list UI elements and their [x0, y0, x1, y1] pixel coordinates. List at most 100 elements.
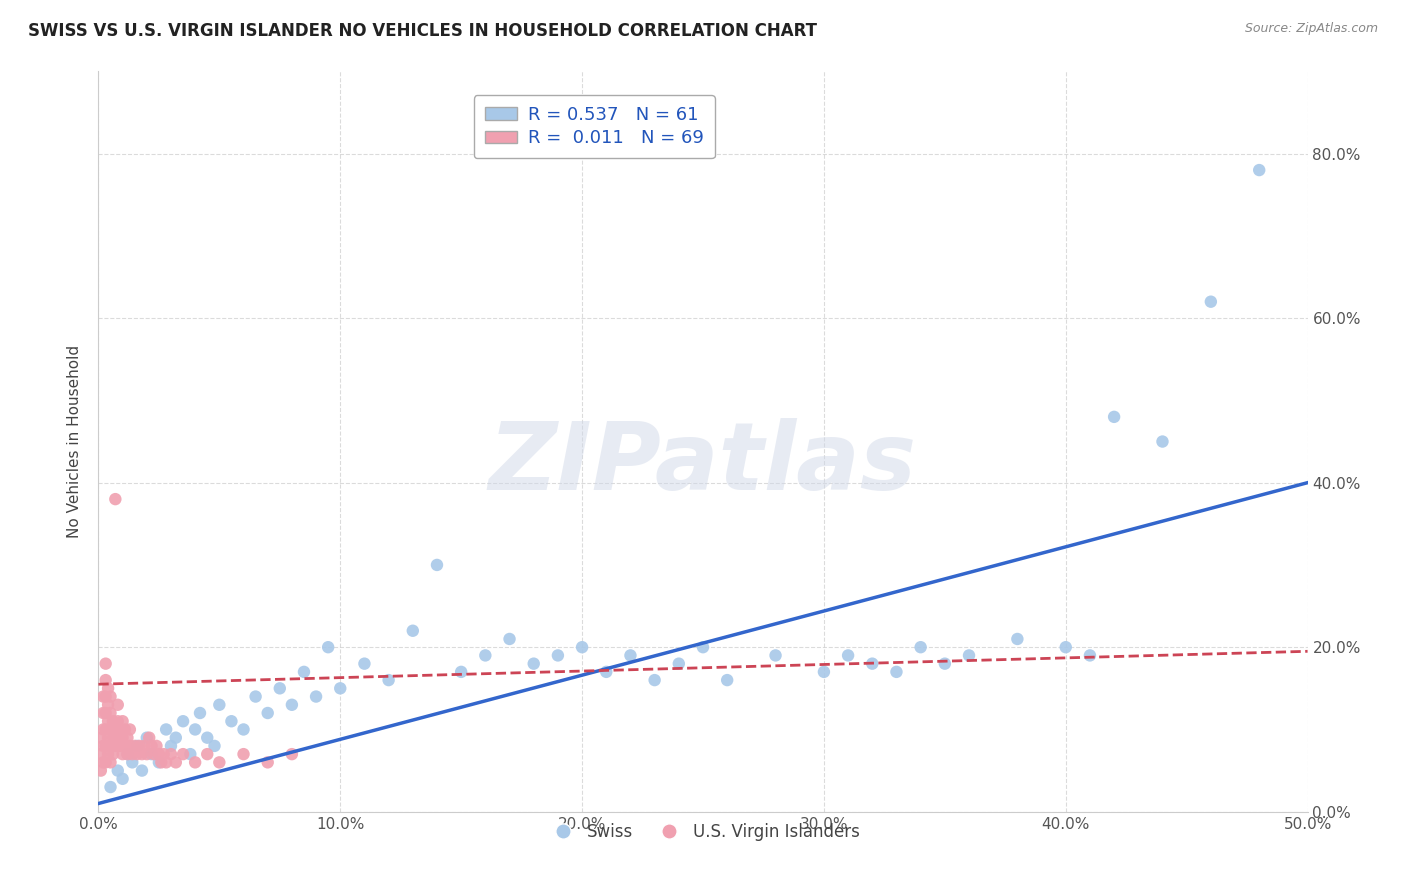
Text: ZIPatlas: ZIPatlas	[489, 417, 917, 509]
Point	[668, 657, 690, 671]
Legend: Swiss, U.S. Virgin Islanders: Swiss, U.S. Virgin Islanders	[540, 816, 866, 847]
Point	[165, 756, 187, 770]
Point	[101, 731, 124, 745]
Point	[107, 698, 129, 712]
Point	[1199, 294, 1222, 309]
Point	[91, 756, 114, 770]
Point	[104, 739, 127, 753]
Point	[957, 648, 980, 663]
Y-axis label: No Vehicles in Household: No Vehicles in Household	[67, 345, 83, 538]
Point	[353, 657, 375, 671]
Point	[114, 723, 136, 737]
Point	[100, 690, 122, 704]
Point	[104, 723, 127, 737]
Point	[716, 673, 738, 687]
Point	[90, 747, 112, 761]
Point	[148, 756, 170, 770]
Point	[860, 657, 883, 671]
Point	[886, 665, 908, 679]
Point	[100, 739, 122, 753]
Point	[100, 706, 122, 720]
Point	[644, 673, 666, 687]
Point	[256, 706, 278, 720]
Point	[104, 492, 127, 507]
Point	[571, 640, 593, 655]
Point	[402, 624, 425, 638]
Point	[111, 714, 134, 729]
Point	[813, 665, 835, 679]
Point	[141, 739, 163, 753]
Point	[1249, 163, 1271, 178]
Point	[316, 640, 339, 655]
Point	[208, 756, 231, 770]
Point	[97, 731, 120, 745]
Point	[97, 747, 120, 761]
Point	[108, 723, 131, 737]
Point	[619, 648, 641, 663]
Point	[152, 747, 174, 761]
Point	[117, 731, 139, 745]
Point	[91, 690, 114, 704]
Point	[281, 747, 304, 761]
Point	[94, 657, 117, 671]
Point	[91, 723, 114, 737]
Point	[1054, 640, 1077, 655]
Point	[128, 739, 150, 753]
Point	[305, 690, 328, 704]
Point	[94, 723, 117, 737]
Point	[150, 756, 173, 770]
Point	[292, 665, 315, 679]
Point	[121, 747, 143, 761]
Point	[547, 648, 569, 663]
Point	[100, 756, 122, 770]
Point	[256, 756, 278, 770]
Point	[208, 698, 231, 712]
Point	[910, 640, 932, 655]
Point	[118, 739, 141, 753]
Point	[1152, 434, 1174, 449]
Point	[160, 739, 183, 753]
Point	[221, 714, 243, 729]
Point	[837, 648, 859, 663]
Point	[111, 731, 134, 745]
Point	[1007, 632, 1029, 646]
Point	[426, 558, 449, 572]
Point	[94, 756, 117, 770]
Point	[148, 747, 170, 761]
Point	[101, 747, 124, 761]
Point	[97, 681, 120, 696]
Point	[94, 690, 117, 704]
Point	[118, 723, 141, 737]
Point	[143, 747, 166, 761]
Point	[1078, 648, 1101, 663]
Point	[269, 681, 291, 696]
Point	[245, 690, 267, 704]
Point	[114, 739, 136, 753]
Point	[692, 640, 714, 655]
Point	[91, 706, 114, 720]
Point	[108, 739, 131, 753]
Point	[498, 632, 520, 646]
Point	[155, 756, 177, 770]
Point	[107, 714, 129, 729]
Point	[595, 665, 617, 679]
Point	[523, 657, 546, 671]
Point	[127, 747, 149, 761]
Point	[94, 673, 117, 687]
Point	[124, 739, 146, 753]
Point	[172, 747, 194, 761]
Point	[107, 731, 129, 745]
Point	[195, 747, 218, 761]
Point	[131, 764, 153, 778]
Point	[204, 739, 226, 753]
Point	[281, 698, 304, 712]
Text: Source: ZipAtlas.com: Source: ZipAtlas.com	[1244, 22, 1378, 36]
Point	[160, 747, 183, 761]
Point	[155, 723, 177, 737]
Point	[111, 772, 134, 786]
Point	[97, 698, 120, 712]
Point	[145, 739, 167, 753]
Point	[135, 731, 157, 745]
Point	[117, 747, 139, 761]
Point	[329, 681, 352, 696]
